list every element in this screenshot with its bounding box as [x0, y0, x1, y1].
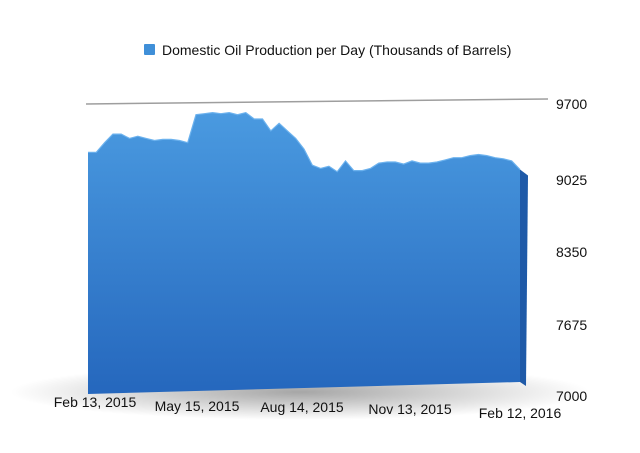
area-layer	[88, 111, 528, 394]
y-tick-label: 9700	[556, 96, 587, 112]
legend: Domestic Oil Production per Day (Thousan…	[144, 42, 511, 58]
y-tick-label: 7675	[556, 317, 587, 333]
x-tick-label: Nov 13, 2015	[368, 401, 451, 417]
x-tick-label: Aug 14, 2015	[260, 399, 344, 415]
top-gridline	[85, 98, 549, 105]
x-tick-label: May 15, 2015	[155, 398, 240, 414]
area-series-edge	[88, 111, 521, 173]
legend-label: Domestic Oil Production per Day (Thousan…	[162, 42, 511, 58]
y-tick-label: 9025	[556, 172, 587, 188]
y-tick-label: 7000	[556, 388, 587, 404]
x-tick-label: Feb 13, 2015	[54, 394, 137, 410]
area-series-front	[88, 112, 520, 394]
y-axis: 9700 9025 8350 7675 7000	[556, 96, 587, 404]
legend-swatch	[144, 44, 155, 55]
area-series-side	[520, 169, 528, 386]
x-axis: Feb 13, 2015 May 15, 2015 Aug 14, 2015 N…	[54, 394, 562, 421]
x-tick-label: Feb 12, 2016	[479, 405, 562, 421]
y-tick-label: 8350	[556, 244, 587, 260]
